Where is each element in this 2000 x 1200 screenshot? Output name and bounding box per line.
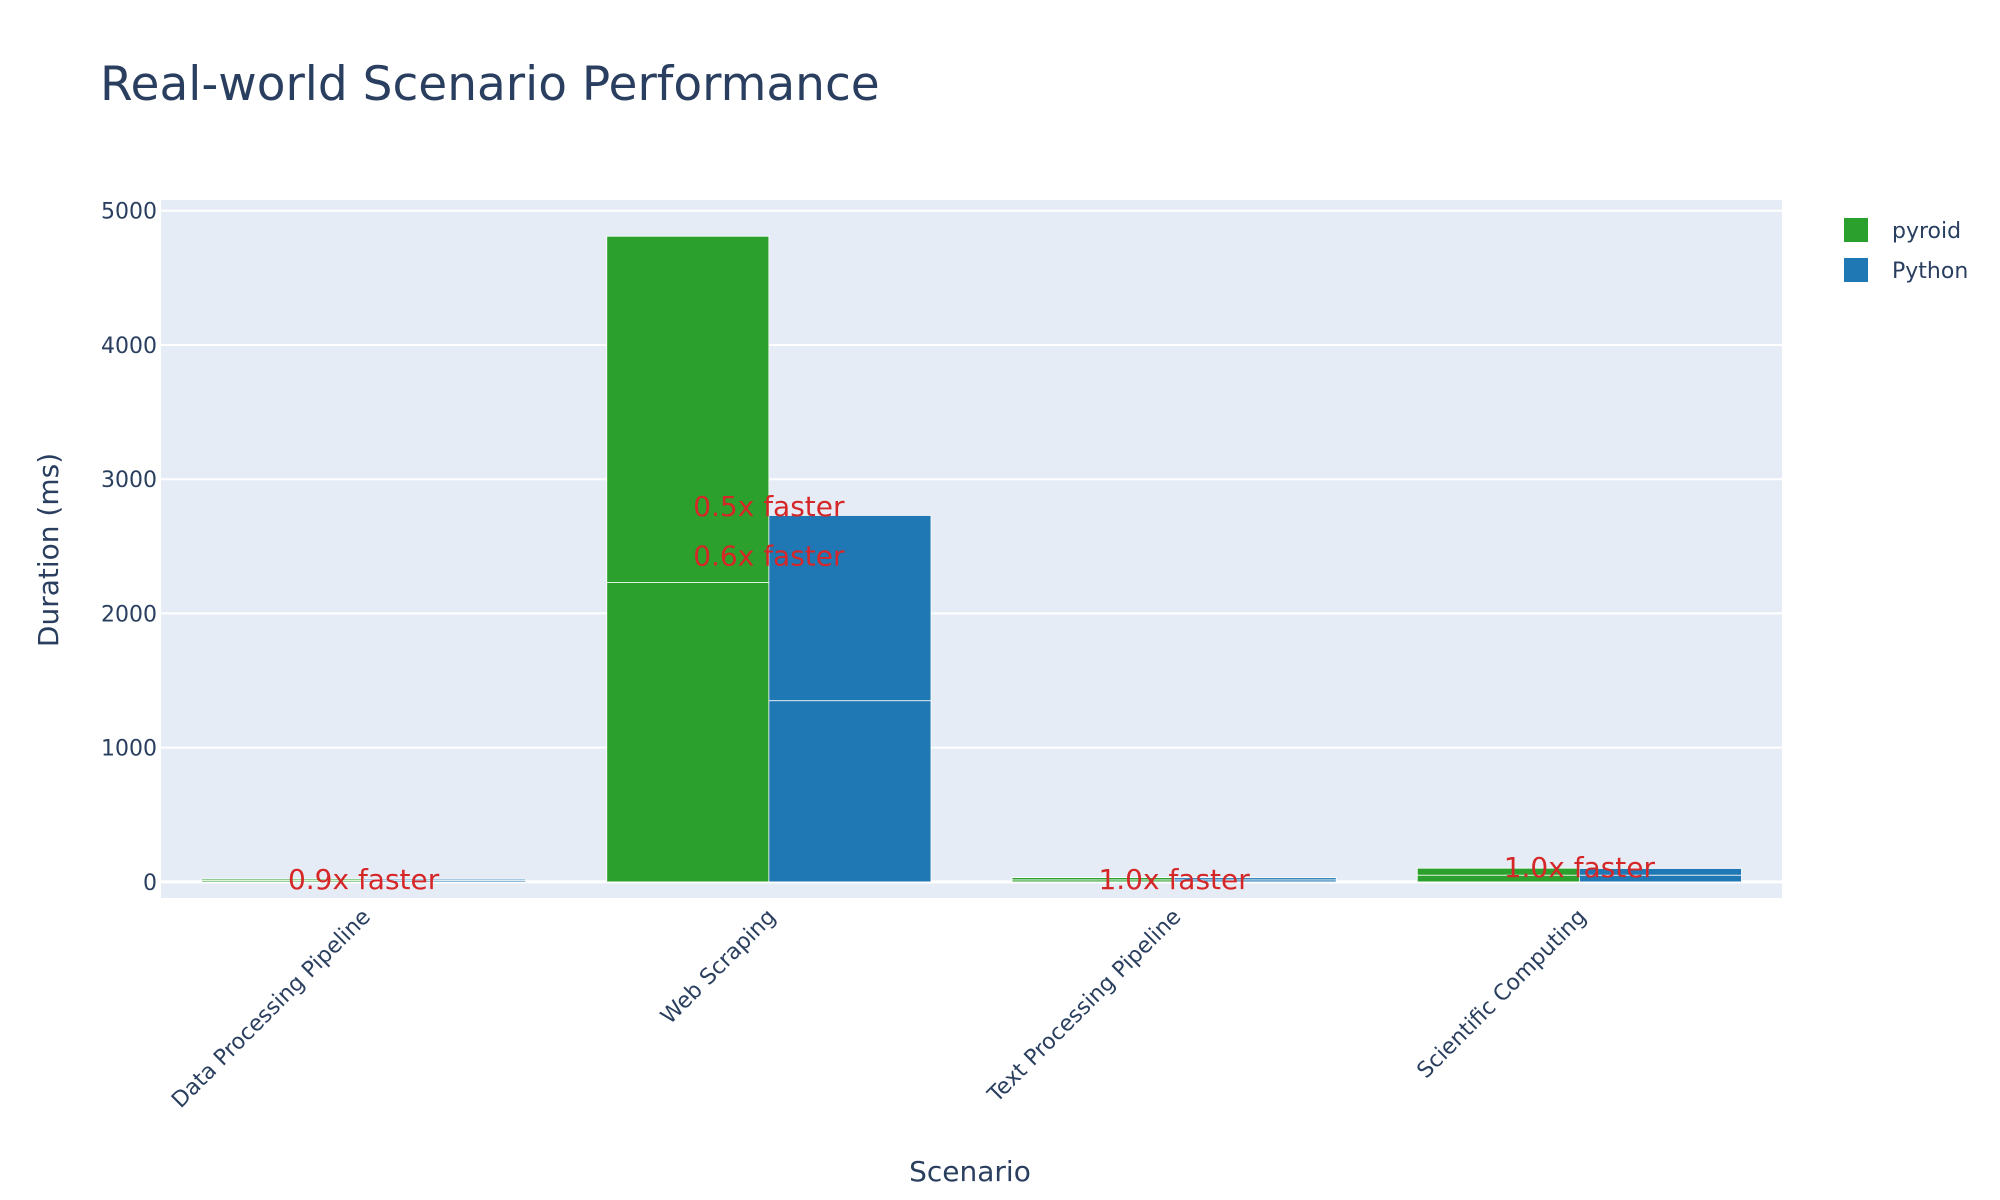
bar-python-segment: [768, 700, 932, 883]
annotation-label: 1.0x faster: [1098, 863, 1250, 896]
bar-pyroid-segment: [606, 235, 770, 583]
legend-swatch-python: [1844, 258, 1868, 282]
x-tick-labels: Data Processing Pipeline Web Scraping Text…: [167, 905, 1591, 1114]
x-tick-label: Scientific Computing: [1413, 905, 1592, 1084]
x-axis-title: Scenario: [909, 1155, 1031, 1188]
y-tick-labels: 0 1000 2000 3000 4000 5000: [101, 200, 157, 896]
legend-label-python: Python: [1892, 259, 1968, 284]
annotation-label: 0.5x faster: [693, 490, 845, 523]
y-tick-label: 5000: [101, 200, 157, 225]
y-tick-label: 0: [143, 871, 157, 896]
legend[interactable]: pyroid Python: [1844, 218, 1968, 284]
bar-python-segment: [363, 878, 527, 881]
y-tick-label: 2000: [101, 602, 157, 627]
x-tick-label: Data Processing Pipeline: [167, 905, 376, 1114]
annotation-label: 1.0x faster: [1504, 851, 1656, 884]
bars: [201, 235, 1742, 883]
y-axis-title: Duration (ms): [32, 453, 65, 647]
bar-python-segment: [768, 515, 932, 702]
y-tick-label: 4000: [101, 334, 157, 359]
bar-pyroid-segment: [606, 582, 770, 883]
legend-swatch-pyroid: [1844, 218, 1868, 242]
bar-python-segment: [1173, 877, 1337, 881]
annotation-label: 0.6x faster: [693, 540, 845, 573]
x-tick-label: Web Scraping: [656, 905, 781, 1030]
chart-title: Real-world Scenario Performance: [100, 57, 880, 112]
legend-label-pyroid: pyroid: [1892, 219, 1961, 244]
annotation-label: 0.9x faster: [288, 863, 440, 896]
x-tick-label: Text Processing Pipeline: [983, 905, 1187, 1109]
annotations: 0.9x faster 0.5x faster 0.6x faster 1.0x fa…: [288, 490, 1656, 896]
y-tick-label: 3000: [101, 468, 157, 493]
y-tick-label: 1000: [101, 737, 157, 762]
bar-python-segment: [1578, 868, 1742, 876]
plot-area: [161, 200, 1782, 898]
